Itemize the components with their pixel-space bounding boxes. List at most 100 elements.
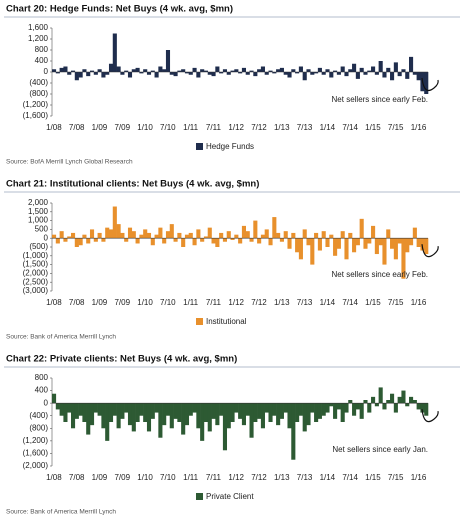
x-tick-label: 7/10	[160, 298, 176, 307]
x-tick-label: 1/11	[183, 123, 199, 132]
bar	[188, 232, 193, 239]
bar	[74, 72, 79, 81]
bar	[135, 238, 140, 244]
bar	[424, 238, 429, 255]
bar	[67, 72, 72, 75]
bar	[93, 72, 98, 75]
legend-swatch	[196, 493, 203, 500]
bar	[424, 403, 429, 416]
bar	[184, 403, 190, 426]
source: Source: BofA Merrill Lynch Global Resear…	[6, 159, 133, 166]
bar	[409, 238, 414, 246]
y-tick-label: (3,000)	[23, 286, 49, 295]
bar	[154, 72, 159, 78]
bar	[393, 62, 398, 72]
bar	[55, 403, 60, 410]
y-tick-label: (400)	[29, 411, 48, 420]
bar	[203, 403, 209, 422]
x-tick-label: 1/15	[365, 473, 381, 482]
bar	[424, 72, 429, 94]
y-tick-label: 800	[35, 45, 49, 54]
bar	[272, 217, 277, 239]
bar	[333, 403, 338, 419]
y-tick-label: (1,200)	[23, 436, 49, 445]
x-tick-label: 1/14	[320, 298, 336, 307]
x-tick-label: 7/09	[114, 298, 130, 307]
bar	[211, 72, 216, 77]
bar	[336, 403, 341, 410]
bar	[352, 63, 357, 72]
x-tick-label: 1/09	[92, 123, 108, 132]
bar	[374, 403, 379, 407]
bar	[89, 229, 95, 239]
bar	[215, 238, 220, 247]
bar	[317, 403, 322, 419]
bar	[298, 403, 303, 416]
bar	[177, 232, 182, 239]
x-tick-label: 7/11	[206, 123, 222, 132]
bar	[348, 232, 353, 239]
x-tick-label: 7/15	[388, 473, 404, 482]
x-tick-label: 7/14	[342, 473, 358, 482]
bar	[139, 403, 144, 416]
x-tick-label: 7/12	[251, 298, 267, 307]
bar	[359, 218, 364, 239]
y-tick-label: 800	[35, 373, 49, 382]
bar	[310, 403, 315, 413]
bar	[230, 403, 235, 422]
bar	[135, 67, 140, 72]
bar	[241, 225, 246, 239]
bar	[108, 63, 114, 72]
bar	[257, 403, 262, 419]
x-tick-label: 1/12	[228, 298, 244, 307]
bar	[245, 403, 250, 416]
bar	[314, 232, 319, 239]
bar	[93, 403, 98, 413]
source: Source: Bank of America Merrill Lynch	[6, 334, 116, 341]
bar	[200, 69, 205, 72]
bar	[101, 238, 106, 242]
bar	[382, 238, 387, 265]
bar	[371, 225, 376, 239]
bar	[86, 238, 91, 244]
bar	[374, 238, 379, 255]
bar	[306, 403, 311, 426]
bar	[215, 403, 220, 426]
x-tick-label: 1/13	[274, 123, 290, 132]
bar	[355, 403, 360, 410]
bar	[249, 70, 254, 72]
x-tick-label: 7/14	[342, 298, 358, 307]
bar	[298, 66, 303, 72]
bar	[249, 238, 254, 242]
x-tick-label: 1/12	[228, 473, 244, 482]
x-tick-label: 1/13	[274, 298, 290, 307]
bar	[405, 238, 410, 253]
bar	[78, 72, 83, 78]
x-tick-label: 7/12	[251, 473, 267, 482]
bar	[371, 396, 376, 404]
bar	[181, 69, 186, 72]
bar	[359, 403, 364, 419]
bar	[116, 403, 121, 429]
x-tick-label: 7/11	[206, 298, 222, 307]
bar	[367, 70, 372, 72]
bar	[317, 238, 322, 251]
bar	[260, 66, 265, 72]
legend-swatch	[196, 143, 203, 150]
bar	[219, 232, 224, 239]
y-tick-label: (1,600)	[23, 449, 49, 458]
annotation: Net sellers since early Feb.	[332, 95, 428, 104]
bar	[219, 72, 224, 74]
bar	[146, 403, 152, 432]
x-tick-label: 1/16	[411, 298, 427, 307]
bar	[82, 234, 87, 239]
x-tick-label: 7/08	[69, 473, 85, 482]
x-tick-label: 1/10	[137, 123, 153, 132]
bar	[283, 403, 288, 413]
bar	[131, 231, 136, 239]
bar	[97, 69, 102, 72]
bar	[397, 396, 402, 404]
y-tick-label: 1,000	[28, 216, 49, 225]
legend-label: Hedge Funds	[206, 142, 254, 151]
